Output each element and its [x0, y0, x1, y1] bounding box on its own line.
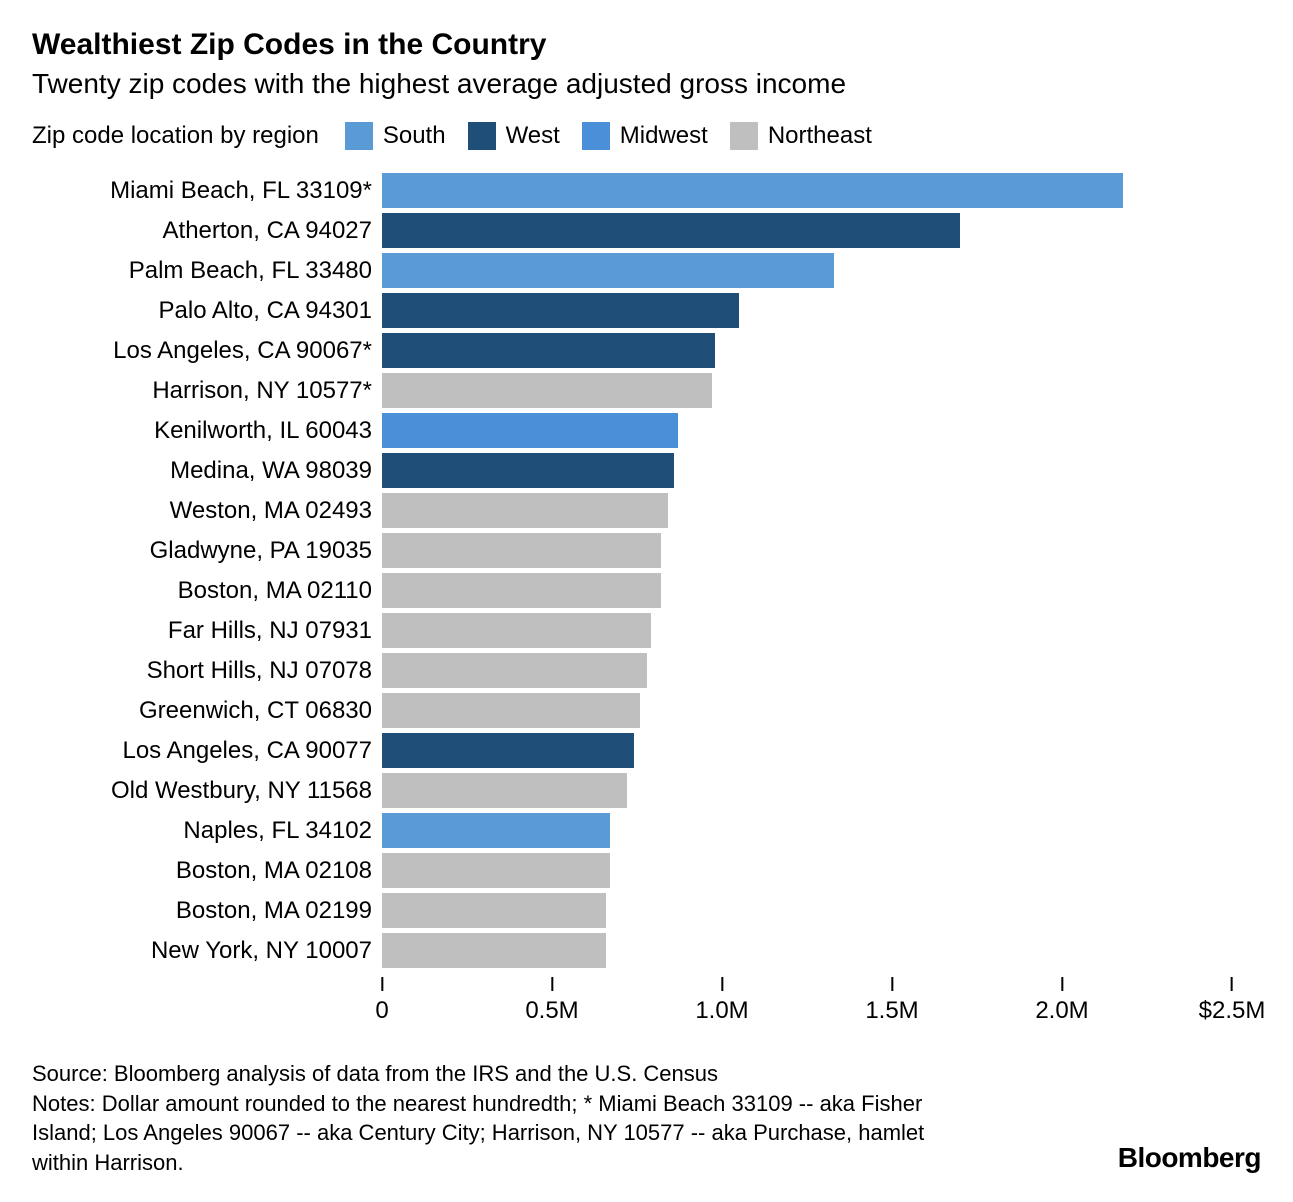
- bar: [382, 773, 627, 808]
- legend-swatch: [582, 122, 610, 150]
- bar-label: Boston, MA 02108: [32, 857, 372, 885]
- bar: [382, 373, 712, 408]
- bar: [382, 453, 674, 488]
- bar-label: Los Angeles, CA 90077: [32, 737, 372, 765]
- legend-label: South: [383, 122, 446, 150]
- axis-tick-label: 1.0M: [695, 997, 748, 1025]
- legend-label: Northeast: [768, 122, 872, 150]
- bar-label: Weston, MA 02493: [32, 497, 372, 525]
- bar-label: Harrison, NY 10577*: [32, 377, 372, 405]
- bar-row: Palo Alto, CA 94301: [382, 292, 1261, 329]
- bar-row: Miami Beach, FL 33109*: [382, 172, 1261, 209]
- bar: [382, 333, 715, 368]
- axis-tick: 2.0M: [1035, 977, 1088, 1025]
- bar: [382, 813, 610, 848]
- bar: [382, 493, 668, 528]
- bar-row: Palm Beach, FL 33480: [382, 252, 1261, 289]
- legend-item-west: West: [468, 122, 560, 150]
- bar: [382, 693, 640, 728]
- bar: [382, 173, 1123, 208]
- bar: [382, 893, 606, 928]
- bar-row: Greenwich, CT 06830: [382, 692, 1261, 729]
- bar: [382, 653, 647, 688]
- axis-tick: 1.5M: [865, 977, 918, 1025]
- bar-row: Boston, MA 02199: [382, 892, 1261, 929]
- bar: [382, 733, 634, 768]
- bar-row: Old Westbury, NY 11568: [382, 772, 1261, 809]
- bar-label: Kenilworth, IL 60043: [32, 417, 372, 445]
- bar: [382, 213, 960, 248]
- axis-tick: 1.0M: [695, 977, 748, 1025]
- bar-row: Weston, MA 02493: [382, 492, 1261, 529]
- bar-label: Palo Alto, CA 94301: [32, 297, 372, 325]
- bar-label: Greenwich, CT 06830: [32, 697, 372, 725]
- legend-swatch: [345, 122, 373, 150]
- axis-tick-label: 1.5M: [865, 997, 918, 1025]
- bar-row: Naples, FL 34102: [382, 812, 1261, 849]
- bar-row: Los Angeles, CA 90067*: [382, 332, 1261, 369]
- legend-label: Midwest: [620, 122, 708, 150]
- bar-label: Palm Beach, FL 33480: [32, 257, 372, 285]
- bar-row: Atherton, CA 94027: [382, 212, 1261, 249]
- bar-row: New York, NY 10007: [382, 932, 1261, 969]
- bar: [382, 613, 651, 648]
- bar: [382, 293, 739, 328]
- bar-row: Gladwyne, PA 19035: [382, 532, 1261, 569]
- brand-logo: Bloomberg: [1118, 1142, 1261, 1178]
- bar: [382, 533, 661, 568]
- bar-row: Los Angeles, CA 90077: [382, 732, 1261, 769]
- x-axis: 00.5M1.0M1.5M2.0M$2.5M: [382, 977, 1232, 1037]
- chart-subtitle: Twenty zip codes with the highest averag…: [32, 68, 1261, 100]
- bar-row: Harrison, NY 10577*: [382, 372, 1261, 409]
- bar-label: Far Hills, NJ 07931: [32, 617, 372, 645]
- chart-notes: Source: Bloomberg analysis of data from …: [32, 1059, 932, 1178]
- bar-label: Miami Beach, FL 33109*: [32, 177, 372, 205]
- bar-row: Far Hills, NJ 07931: [382, 612, 1261, 649]
- bar: [382, 573, 661, 608]
- bar: [382, 853, 610, 888]
- axis-tick: $2.5M: [1199, 977, 1266, 1025]
- axis-tick-label: 0: [375, 997, 388, 1025]
- bar-label: Boston, MA 02199: [32, 897, 372, 925]
- bar-label: Naples, FL 34102: [32, 817, 372, 845]
- axis-tick-label: 2.0M: [1035, 997, 1088, 1025]
- bar-row: Medina, WA 98039: [382, 452, 1261, 489]
- bar-label: Medina, WA 98039: [32, 457, 372, 485]
- bar-row: Boston, MA 02108: [382, 852, 1261, 889]
- chart-title: Wealthiest Zip Codes in the Country: [32, 28, 1261, 62]
- legend: Zip code location by region South West Mid…: [32, 122, 1261, 150]
- bar-label: Old Westbury, NY 11568: [32, 777, 372, 805]
- bar-label: New York, NY 10007: [32, 937, 372, 965]
- axis-tick-label: $2.5M: [1199, 997, 1266, 1025]
- bar: [382, 413, 678, 448]
- source-text: Source: Bloomberg analysis of data from …: [32, 1059, 932, 1089]
- bar-row: Boston, MA 02110: [382, 572, 1261, 609]
- legend-item-midwest: Midwest: [582, 122, 708, 150]
- legend-swatch: [730, 122, 758, 150]
- bar-label: Los Angeles, CA 90067*: [32, 337, 372, 365]
- bar: [382, 933, 606, 968]
- legend-label: West: [506, 122, 560, 150]
- axis-tick-label: 0.5M: [525, 997, 578, 1025]
- legend-swatch: [468, 122, 496, 150]
- notes-text: Notes: Dollar amount rounded to the near…: [32, 1089, 932, 1178]
- bar-label: Short Hills, NJ 07078: [32, 657, 372, 685]
- bar-label: Boston, MA 02110: [32, 577, 372, 605]
- bar: [382, 253, 834, 288]
- bar-row: Kenilworth, IL 60043: [382, 412, 1261, 449]
- legend-caption: Zip code location by region: [32, 122, 319, 150]
- legend-item-south: South: [345, 122, 446, 150]
- axis-tick: 0.5M: [525, 977, 578, 1025]
- bar-label: Gladwyne, PA 19035: [32, 537, 372, 565]
- axis-tick: 0: [375, 977, 388, 1025]
- bar-row: Short Hills, NJ 07078: [382, 652, 1261, 689]
- legend-item-northeast: Northeast: [730, 122, 872, 150]
- bar-label: Atherton, CA 94027: [32, 217, 372, 245]
- bar-chart: Miami Beach, FL 33109*Atherton, CA 94027…: [32, 172, 1261, 1037]
